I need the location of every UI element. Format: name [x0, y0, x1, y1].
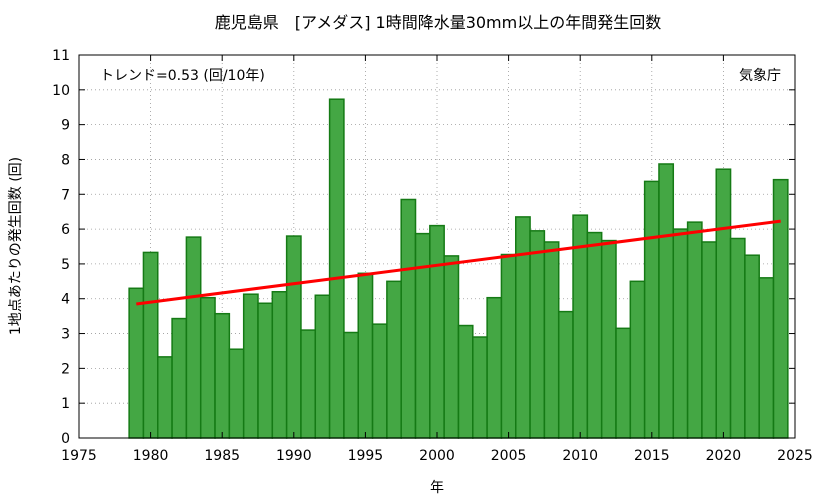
y-tick-label: 9	[61, 118, 70, 134]
bar-1991	[300, 329, 317, 439]
y-tick-label: 5	[61, 257, 70, 273]
bar-1987	[242, 293, 259, 439]
y-tick-label: 0	[61, 431, 70, 447]
source-label: 気象庁	[739, 68, 781, 84]
bar-2003	[472, 336, 488, 439]
bar-1996	[371, 323, 388, 439]
bar-2008	[543, 241, 560, 439]
bar-2022	[744, 254, 760, 439]
bar-2019	[701, 241, 717, 439]
bar-2014	[629, 280, 646, 439]
bar-1997	[386, 280, 402, 439]
bar-2020	[715, 168, 732, 439]
y-tick-label: 2	[61, 361, 70, 377]
bar-2013	[615, 327, 632, 439]
bar-2006	[515, 216, 531, 439]
bar-2024	[772, 178, 789, 439]
bar-1982	[171, 317, 188, 439]
bar-2009	[557, 310, 574, 439]
bar-1993	[328, 98, 345, 439]
bar-2000	[429, 224, 445, 439]
y-tick-label: 11	[52, 48, 70, 64]
y-tick-label: 3	[61, 327, 70, 343]
bar-1990	[285, 235, 302, 439]
bar-2023	[758, 277, 775, 439]
x-tick-label: 2015	[634, 448, 670, 464]
chart-title: 鹿児島県 [アメダス] 1時間降水量30mm以上の年間発生回数	[215, 13, 661, 32]
x-axis: 1975 1980 1985 1990 1995 2000 2005 2010 2015 2020…	[61, 55, 813, 464]
bar-2004	[486, 296, 503, 439]
y-axis-label: 1地点あたりの発生回数 (回)	[8, 157, 24, 335]
bar-2018	[686, 221, 703, 439]
x-tick-label: 1985	[204, 448, 240, 464]
x-tick-label: 2025	[777, 448, 813, 464]
bar-1979	[128, 287, 145, 439]
bar-2002	[457, 324, 474, 439]
y-tick-label: 10	[52, 83, 70, 99]
bar-2007	[529, 230, 546, 439]
bar-1985	[214, 312, 231, 439]
bar-1994	[343, 331, 359, 439]
bar-1986	[228, 348, 245, 439]
bar-2005	[500, 253, 517, 439]
bar-1984	[199, 296, 216, 439]
bar-1988	[257, 302, 274, 439]
bar-1981	[157, 356, 173, 439]
x-tick-label: 1980	[133, 448, 169, 464]
bar-1998	[400, 198, 417, 439]
bar-2021	[729, 237, 746, 439]
bar-2012	[600, 239, 617, 439]
bar-2016	[658, 163, 675, 439]
bar-1989	[271, 291, 288, 439]
bar-1995	[357, 272, 374, 439]
y-tick-label: 7	[61, 187, 70, 203]
y-tick-label: 8	[61, 152, 70, 168]
bar-1983	[185, 236, 202, 439]
x-tick-label: 1990	[276, 448, 312, 464]
y-tick-label: 1	[61, 396, 70, 412]
trend-line-group	[136, 219, 781, 306]
x-tick-label: 1975	[61, 448, 97, 464]
bar-1992	[314, 294, 331, 439]
y-tick-label: 4	[61, 292, 70, 308]
x-tick-label: 2010	[562, 448, 598, 464]
trend-label: トレンド=0.53 (回/10年)	[100, 68, 265, 84]
y-tick-label: 6	[61, 222, 70, 238]
x-axis-label: 年	[430, 480, 444, 496]
bar-2001	[443, 255, 460, 439]
x-tick-label: 2005	[491, 448, 527, 464]
x-tick-label: 2020	[706, 448, 742, 464]
bar-1999	[414, 232, 431, 439]
y-axis: 0 1 2 3 4 5 6 7 8 9 10 11	[52, 48, 795, 447]
bar-2015	[643, 180, 660, 439]
trend-line	[136, 219, 781, 306]
bars	[128, 98, 789, 439]
x-tick-label: 2000	[419, 448, 455, 464]
x-tick-label: 1995	[348, 448, 384, 464]
bar-2017	[672, 228, 689, 439]
bar-2011	[586, 231, 603, 439]
bar-1980	[142, 251, 159, 439]
